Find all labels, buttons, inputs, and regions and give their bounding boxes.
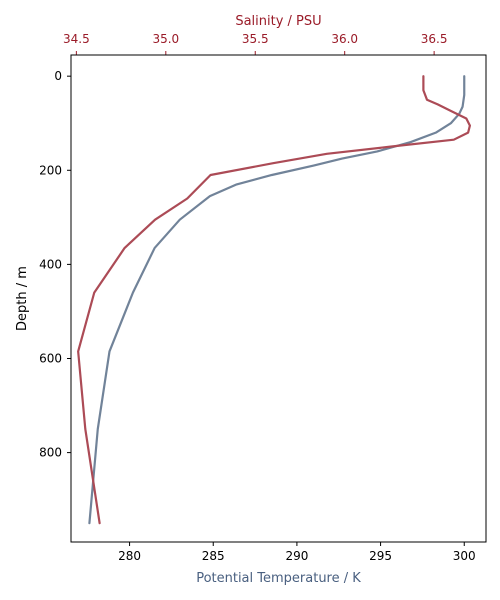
- depth-tick-label: 0: [54, 69, 62, 83]
- depth-tick-label: 400: [39, 257, 62, 271]
- temperature-tick-label: 285: [202, 549, 225, 563]
- temperature-axis-label: Potential Temperature / K: [196, 571, 361, 586]
- salinity-tick-label: 35.0: [152, 32, 179, 46]
- depth-axis-label: Depth / m: [15, 266, 30, 331]
- salinity-ticks: 34.5 35.0 35.5 36.0 36.5: [63, 32, 447, 55]
- depth-tick-label: 800: [39, 446, 62, 460]
- salinity-line: [77, 75, 471, 525]
- depth-ticks: 0 200 400 600 800: [39, 69, 71, 460]
- depth-tick-label: 600: [39, 351, 62, 365]
- temperature-tick-label: 290: [285, 549, 308, 563]
- salinity-tick-label: 36.5: [421, 32, 448, 46]
- temperature-ticks: 280 285 290 295 300: [118, 542, 476, 563]
- salinity-axis-label: Salinity / PSU: [235, 14, 321, 29]
- temperature-tick-label: 295: [369, 549, 392, 563]
- salinity-tick-label: 36.0: [331, 32, 358, 46]
- salinity-tick-label: 35.5: [242, 32, 269, 46]
- depth-tick-label: 200: [39, 163, 62, 177]
- series-layer: [77, 75, 471, 525]
- plot-frame: [70, 54, 487, 543]
- temperature-line: [88, 75, 466, 525]
- temperature-tick-label: 300: [453, 549, 476, 563]
- salinity-tick-label: 34.5: [63, 32, 90, 46]
- temperature-tick-label: 280: [118, 549, 141, 563]
